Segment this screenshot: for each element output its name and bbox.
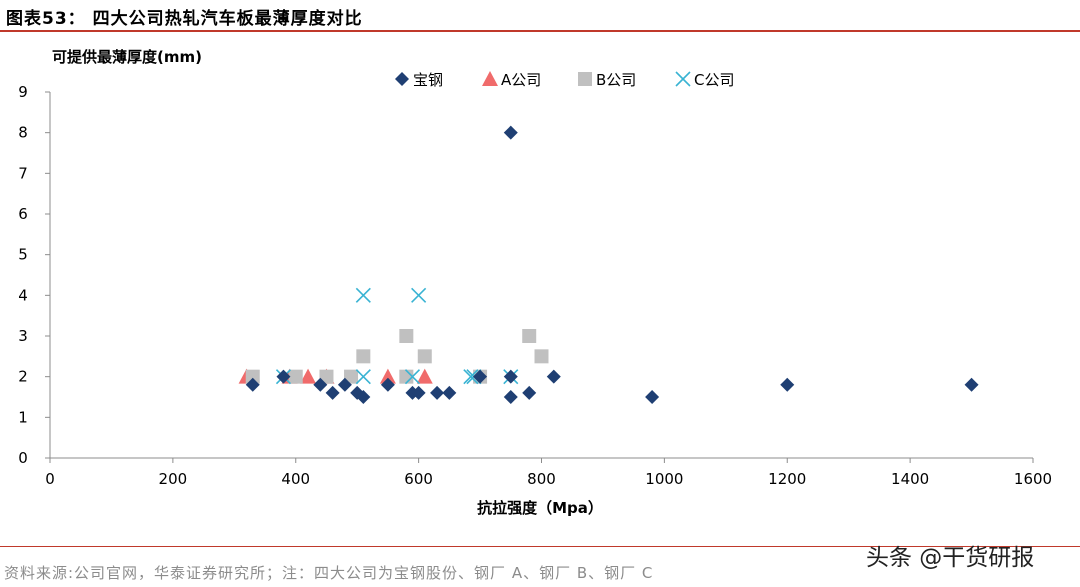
data-point-diamond	[430, 385, 445, 400]
series-square	[245, 329, 549, 384]
data-point-x	[355, 287, 371, 303]
legend-marker-diamond	[395, 72, 409, 86]
data-marks	[238, 125, 979, 404]
data-point-diamond	[380, 377, 395, 392]
data-point-diamond	[473, 369, 488, 384]
data-point-diamond	[337, 377, 352, 392]
x-tick-label: 600	[404, 470, 433, 488]
y-tick-label: 3	[18, 327, 28, 345]
data-point-square	[288, 369, 303, 384]
scatter-chart: 可提供最薄厚度(mm) 宝钢 A公司 B公司 C公司 0 1 2 3 4 5 6 7 8 9 0 200 40…	[18, 48, 1052, 517]
legend-item: C公司	[675, 71, 734, 89]
legend-label: B公司	[596, 71, 636, 89]
data-point-diamond	[245, 377, 260, 392]
data-point-x	[463, 369, 479, 385]
series-diamond	[245, 125, 979, 404]
data-point-x	[404, 369, 421, 385]
legend-item: 宝钢	[395, 71, 443, 89]
data-point-diamond	[503, 369, 518, 384]
data-point-triangle	[300, 368, 317, 384]
series-x	[275, 287, 519, 385]
x-tick-label: 1000	[645, 470, 683, 488]
data-point-square	[399, 369, 414, 384]
data-point-diamond	[276, 369, 291, 384]
data-point-diamond	[780, 377, 795, 392]
watermark: 头条 @干货研报	[866, 545, 1035, 571]
y-tick-label: 4	[18, 286, 28, 304]
data-point-diamond	[356, 390, 371, 404]
legend-label: 宝钢	[413, 71, 443, 89]
data-point-square	[534, 349, 549, 364]
y-axis-label: 可提供最薄厚度(mm)	[52, 48, 202, 66]
legend-marker-triangle	[482, 71, 498, 86]
y-tick-label: 2	[18, 368, 28, 386]
data-point-square	[417, 349, 432, 364]
data-point-diamond	[411, 385, 426, 400]
figure-title: 图表53： 四大公司热轧汽车板最薄厚度对比	[6, 9, 363, 29]
footer-rule	[0, 546, 1080, 547]
x-tick-label: 1600	[1014, 470, 1052, 488]
x-tick-label: 400	[281, 470, 310, 488]
data-point-square	[344, 369, 359, 384]
y-tick-label: 0	[18, 449, 28, 467]
legend-item: A公司	[482, 71, 541, 89]
data-point-diamond	[645, 390, 660, 404]
legend-label: A公司	[501, 71, 541, 89]
data-point-square	[245, 369, 260, 384]
x-tick-label: 0	[45, 470, 55, 488]
title-bar: 图表53： 四大公司热轧汽车板最薄厚度对比	[0, 0, 1080, 32]
legend-label: C公司	[694, 71, 734, 89]
y-tick-label: 6	[18, 205, 28, 223]
x-tick-label: 800	[527, 470, 556, 488]
data-point-square	[399, 329, 414, 343]
legend-marker-square	[578, 72, 592, 86]
data-point-square	[319, 369, 334, 384]
x-tick-label: 1200	[768, 470, 806, 488]
data-point-diamond	[546, 369, 561, 384]
y-tick-label: 5	[18, 246, 28, 264]
data-point-square	[356, 349, 371, 364]
data-point-x	[355, 369, 371, 385]
data-point-diamond	[503, 125, 518, 140]
data-point-diamond	[503, 390, 518, 404]
x-tick-label: 1400	[891, 470, 929, 488]
data-point-diamond	[522, 385, 537, 400]
source-note: 资料来源:公司官网，华泰证券研究所；注：四大公司为宝钢股份、钢厂 A、钢厂 B、…	[4, 564, 654, 582]
data-point-square	[522, 329, 537, 343]
data-point-diamond	[964, 377, 979, 392]
legend: 宝钢 A公司 B公司 C公司	[395, 71, 734, 89]
data-point-diamond	[325, 385, 340, 400]
x-tick-label: 200	[159, 470, 188, 488]
legend-item: B公司	[578, 71, 636, 89]
legend-marker-x	[675, 71, 691, 87]
data-point-triangle	[379, 368, 396, 384]
data-point-x	[411, 287, 427, 303]
data-point-diamond	[313, 377, 328, 392]
y-tick-label: 9	[18, 83, 28, 101]
data-point-diamond	[442, 385, 457, 400]
y-tick-label: 8	[18, 124, 28, 142]
axes: 0 1 2 3 4 5 6 7 8 9 0 200 400 600 800 1000 1200 1400 1600	[18, 83, 1052, 488]
title-rule	[0, 30, 1080, 32]
y-tick-label: 1	[18, 408, 28, 426]
y-tick-label: 7	[18, 164, 28, 182]
x-axis-label: 抗拉强度（Mpa）	[477, 499, 603, 517]
data-point-triangle	[416, 368, 433, 384]
